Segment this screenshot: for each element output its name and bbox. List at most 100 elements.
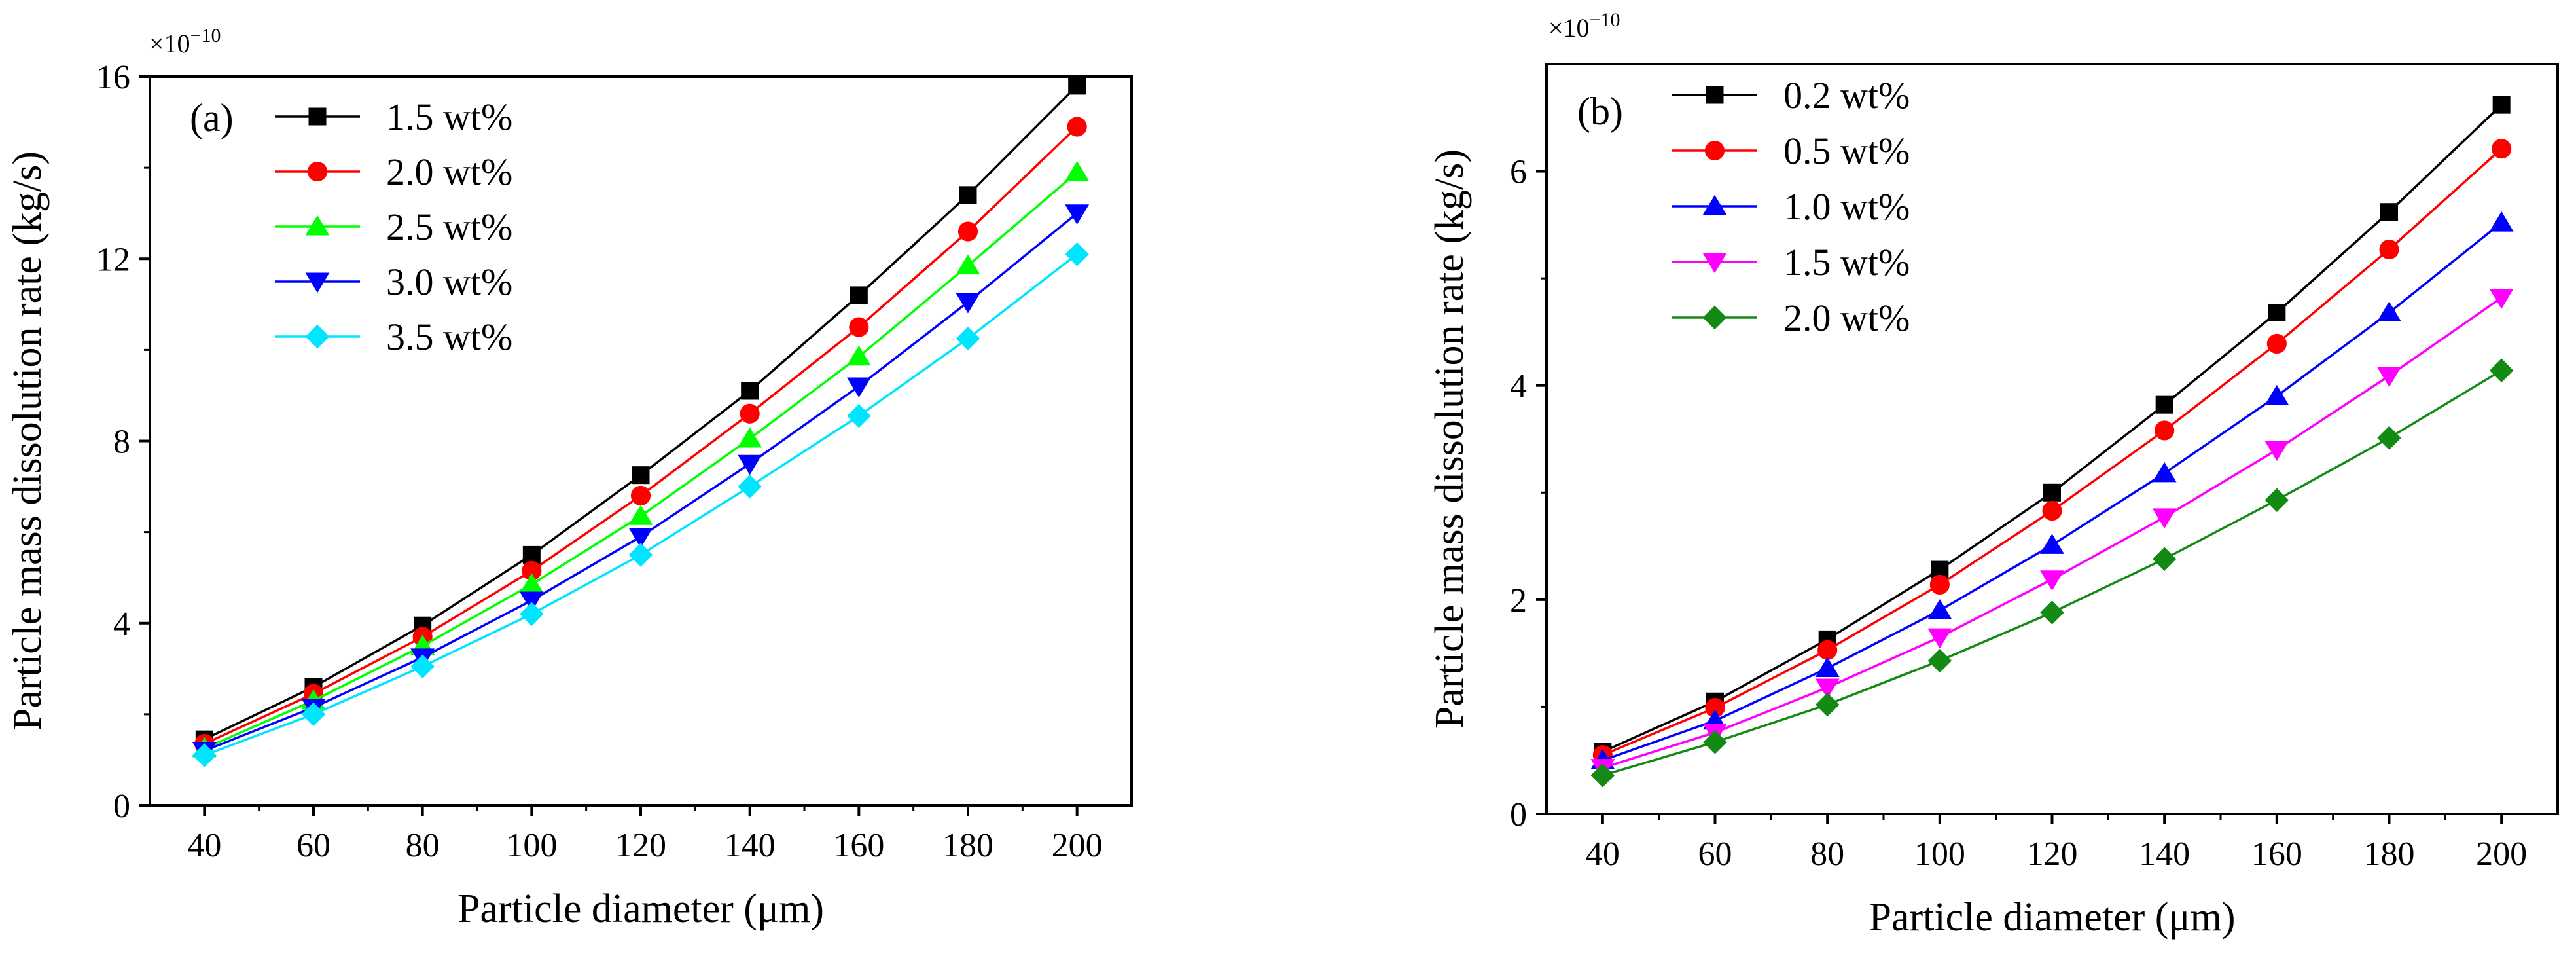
x-tick-label: 160: [2251, 835, 2302, 873]
data-point: [2377, 301, 2401, 321]
data-point: [2040, 570, 2064, 591]
data-point: [2152, 462, 2177, 483]
data-point: [2152, 547, 2177, 571]
data-point: [632, 466, 650, 485]
data-point: [956, 254, 980, 275]
data-point: [1703, 730, 1727, 754]
legend-entry: 0.2 wt%: [1672, 74, 1910, 117]
data-point: [1815, 692, 1840, 717]
x-tick-label: 160: [833, 827, 884, 864]
data-point: [301, 702, 326, 727]
legend-entry: 2.5 wt%: [275, 206, 512, 248]
data-point: [2379, 239, 2399, 260]
legend-entry: 0.5 wt%: [1672, 130, 1910, 172]
data-point: [2380, 203, 2398, 221]
x-tick-label: 120: [615, 827, 666, 864]
y-multiplier-base: ×10: [1548, 13, 1590, 43]
y-multiplier: ×10−10: [149, 25, 221, 58]
data-point: [849, 317, 869, 337]
data-point: [1067, 117, 1087, 137]
panel-label: (a): [190, 96, 234, 139]
data-point: [2155, 420, 2175, 441]
data-point: [738, 454, 762, 475]
data-point: [2492, 96, 2511, 114]
x-axis-title: Particle diameter (μm): [457, 887, 824, 931]
y-tick-label: 16: [96, 59, 130, 96]
x-tick-label: 200: [2476, 835, 2527, 873]
data-point: [847, 403, 871, 428]
data-point: [740, 403, 760, 424]
legend-label: 3.5 wt%: [386, 316, 512, 358]
series-20wt: [194, 117, 1087, 754]
y-axis-title: Particle mass dissolution rate (kg/s): [1427, 149, 1472, 729]
x-tick-label: 60: [1698, 835, 1732, 873]
legend-entry: 1.5 wt%: [1672, 241, 1910, 284]
data-point: [956, 326, 980, 351]
series-02wt: [1594, 96, 2511, 761]
data-point: [1929, 574, 1950, 595]
data-point: [2042, 501, 2062, 521]
data-point: [738, 474, 762, 499]
y-multiplier-exponent: −10: [190, 25, 221, 46]
x-tick-label: 40: [1586, 835, 1620, 873]
legend-entry: 3.5 wt%: [275, 316, 512, 358]
x-tick-label: 80: [406, 827, 440, 864]
x-tick-label: 140: [2139, 835, 2190, 873]
legend-label: 2.5 wt%: [386, 206, 512, 248]
data-point: [1815, 678, 1840, 699]
data-point: [2040, 600, 2064, 625]
data-point: [2264, 384, 2289, 405]
data-point: [2489, 358, 2514, 383]
data-point: [2155, 395, 2174, 414]
legend-label: 0.2 wt%: [1783, 74, 1910, 117]
data-point: [628, 505, 653, 525]
data-point: [630, 485, 651, 506]
y-tick-label: 4: [1510, 368, 1527, 405]
legend-marker: [1702, 194, 1727, 215]
data-point: [519, 591, 544, 612]
y-multiplier: ×10−10: [1548, 9, 1620, 43]
data-point: [2377, 426, 2401, 450]
data-point: [1817, 640, 1838, 660]
legend-entry: 3.0 wt%: [275, 261, 512, 303]
data-point: [846, 377, 871, 398]
legend-marker: [308, 107, 327, 126]
x-tick-label: 40: [187, 827, 221, 864]
data-point: [2377, 367, 2401, 388]
legend-marker: [307, 161, 328, 182]
chart-panel-b: 40 60 80 100 120 140 160 180 200 0 2 4 6 ×10−10 Partic…: [1427, 9, 2559, 940]
x-tick-label: 100: [506, 827, 557, 864]
y-tick-label: 0: [1510, 796, 1527, 834]
x-tick-label: 180: [942, 827, 993, 864]
plot-frame: [1545, 63, 2559, 815]
series-line: [1602, 103, 2503, 753]
legend-marker: [305, 324, 330, 349]
y-tick-label: 12: [96, 241, 130, 278]
data-point: [2043, 483, 2061, 502]
legend-label: 1.5 wt%: [386, 96, 512, 138]
panel-label: (b): [1577, 90, 1623, 133]
data-point: [1065, 160, 1090, 181]
legend-marker: [1706, 86, 1724, 104]
y-multiplier-exponent: −10: [1590, 9, 1620, 31]
data-point: [850, 286, 868, 304]
data-point: [1927, 628, 1952, 649]
series-line: [204, 126, 1078, 745]
x-tick-label: 200: [1052, 827, 1103, 864]
data-point: [2264, 488, 2289, 512]
data-point: [192, 743, 217, 767]
data-point: [959, 186, 977, 204]
data-point: [957, 221, 978, 242]
y-tick-label: 2: [1510, 582, 1527, 619]
series-15wt: [195, 77, 1086, 748]
x-tick-label: 180: [2364, 835, 2415, 873]
legend-marker: [1702, 305, 1727, 330]
data-point: [2492, 139, 2512, 159]
legend-label: 3.0 wt%: [386, 261, 512, 303]
data-point: [741, 382, 759, 400]
data-point: [846, 345, 871, 366]
data-point: [1927, 598, 1952, 619]
legend-marker: [305, 215, 330, 236]
legend-label: 2.0 wt%: [386, 151, 512, 193]
y-tick-label: 8: [113, 424, 130, 461]
